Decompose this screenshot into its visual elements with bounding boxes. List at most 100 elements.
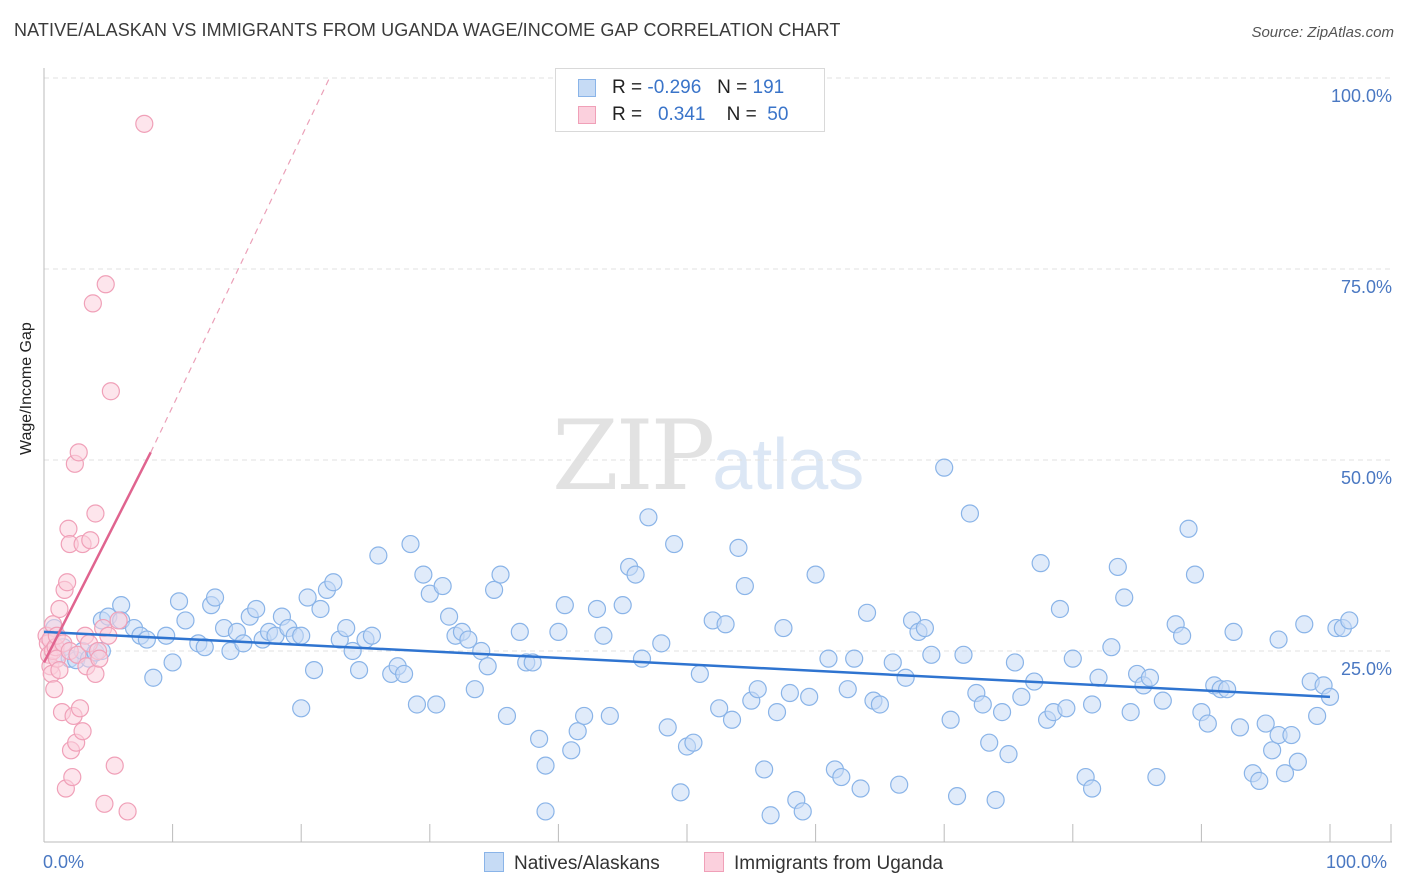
native-point xyxy=(510,622,529,642)
native-point xyxy=(362,626,382,645)
native-point xyxy=(1082,779,1102,798)
native-point xyxy=(1308,706,1327,726)
uganda-point xyxy=(135,114,154,133)
native-point xyxy=(755,760,774,779)
native-point xyxy=(935,458,954,477)
native-point xyxy=(176,611,195,630)
n-label: N = xyxy=(726,104,757,125)
native-point xyxy=(639,508,658,527)
native-point xyxy=(774,618,793,638)
native-point xyxy=(1198,714,1217,733)
native-point xyxy=(1288,752,1307,771)
native-point xyxy=(954,645,973,664)
native-point xyxy=(401,534,420,554)
uganda-point xyxy=(63,767,82,787)
native-point xyxy=(465,680,484,699)
native-point xyxy=(298,588,317,607)
zipatlas-watermark: ZIPatlas xyxy=(552,400,864,512)
native-point xyxy=(1057,699,1076,718)
native-point xyxy=(1108,557,1127,577)
native-point xyxy=(562,741,581,760)
uganda-point xyxy=(96,275,115,294)
natives-swatch xyxy=(578,79,596,97)
native-point xyxy=(748,680,767,699)
native-point xyxy=(491,565,510,584)
axes xyxy=(43,68,1392,843)
native-point xyxy=(735,576,754,596)
uganda-point xyxy=(59,519,78,538)
watermark-atlas: atlas xyxy=(712,425,865,505)
native-point xyxy=(292,626,311,645)
trend-lines xyxy=(42,77,1331,699)
native-point xyxy=(922,645,941,664)
native-point xyxy=(1263,741,1282,760)
native-point xyxy=(485,580,504,599)
native-point xyxy=(1256,714,1275,733)
uganda-point xyxy=(118,802,137,821)
native-point xyxy=(986,790,1005,810)
uganda-trend-line xyxy=(42,451,152,664)
native-point xyxy=(1050,599,1070,619)
uganda-point xyxy=(70,699,90,718)
uganda-point xyxy=(45,680,64,699)
native-point xyxy=(311,599,330,619)
native-point xyxy=(1269,630,1288,649)
native-point xyxy=(349,660,369,680)
native-point xyxy=(652,634,671,653)
native-point xyxy=(1005,653,1025,672)
native-point xyxy=(478,657,497,676)
native-point xyxy=(1173,626,1192,645)
native-point xyxy=(832,767,851,787)
native-point xyxy=(394,664,414,684)
native-point xyxy=(1031,554,1050,573)
native-point xyxy=(857,603,877,622)
native-point xyxy=(1121,703,1140,722)
r-label: R = xyxy=(612,77,643,98)
uganda-point xyxy=(101,382,120,401)
chart-title: NATIVE/ALASKAN VS IMMIGRANTS FROM UGANDA… xyxy=(14,20,841,40)
r-label: R = xyxy=(612,104,643,125)
native-point xyxy=(729,538,748,557)
native-point xyxy=(793,802,812,821)
native-point xyxy=(324,573,343,592)
native-point xyxy=(1012,687,1031,706)
native-point xyxy=(1218,680,1237,699)
native-point xyxy=(459,630,478,649)
native-point xyxy=(195,638,214,657)
native-point xyxy=(851,779,870,798)
native-point xyxy=(549,622,568,642)
native-point xyxy=(157,626,176,645)
native-point xyxy=(1275,764,1295,783)
native-point xyxy=(427,695,446,714)
native-point xyxy=(992,703,1012,722)
native-point xyxy=(1230,718,1250,737)
native-point xyxy=(247,599,266,619)
native-point xyxy=(626,565,645,584)
uganda-point xyxy=(58,573,77,592)
native-point xyxy=(1153,691,1172,710)
native-point xyxy=(883,653,902,672)
y-axis-label: Wage/Income Gap xyxy=(18,322,35,455)
native-point xyxy=(536,756,555,775)
native-point xyxy=(671,783,690,802)
uganda-point xyxy=(69,443,88,462)
y-tick-label: 50.0% xyxy=(1340,468,1392,488)
uganda-point xyxy=(95,794,114,813)
uganda-point xyxy=(109,611,128,630)
native-point xyxy=(369,546,388,565)
native-point xyxy=(632,649,652,668)
native-point xyxy=(761,806,780,825)
native-point xyxy=(523,653,542,672)
uganda-point xyxy=(50,599,69,619)
native-point xyxy=(536,802,555,821)
native-point xyxy=(780,683,799,703)
uganda-trend-extension xyxy=(150,77,331,453)
data-points xyxy=(37,114,1359,825)
n-label: N = xyxy=(717,77,748,98)
native-point xyxy=(112,596,131,615)
native-point xyxy=(947,787,967,806)
native-point xyxy=(292,699,311,718)
native-point xyxy=(722,710,742,729)
native-point xyxy=(337,618,356,638)
uganda-point xyxy=(50,660,69,680)
